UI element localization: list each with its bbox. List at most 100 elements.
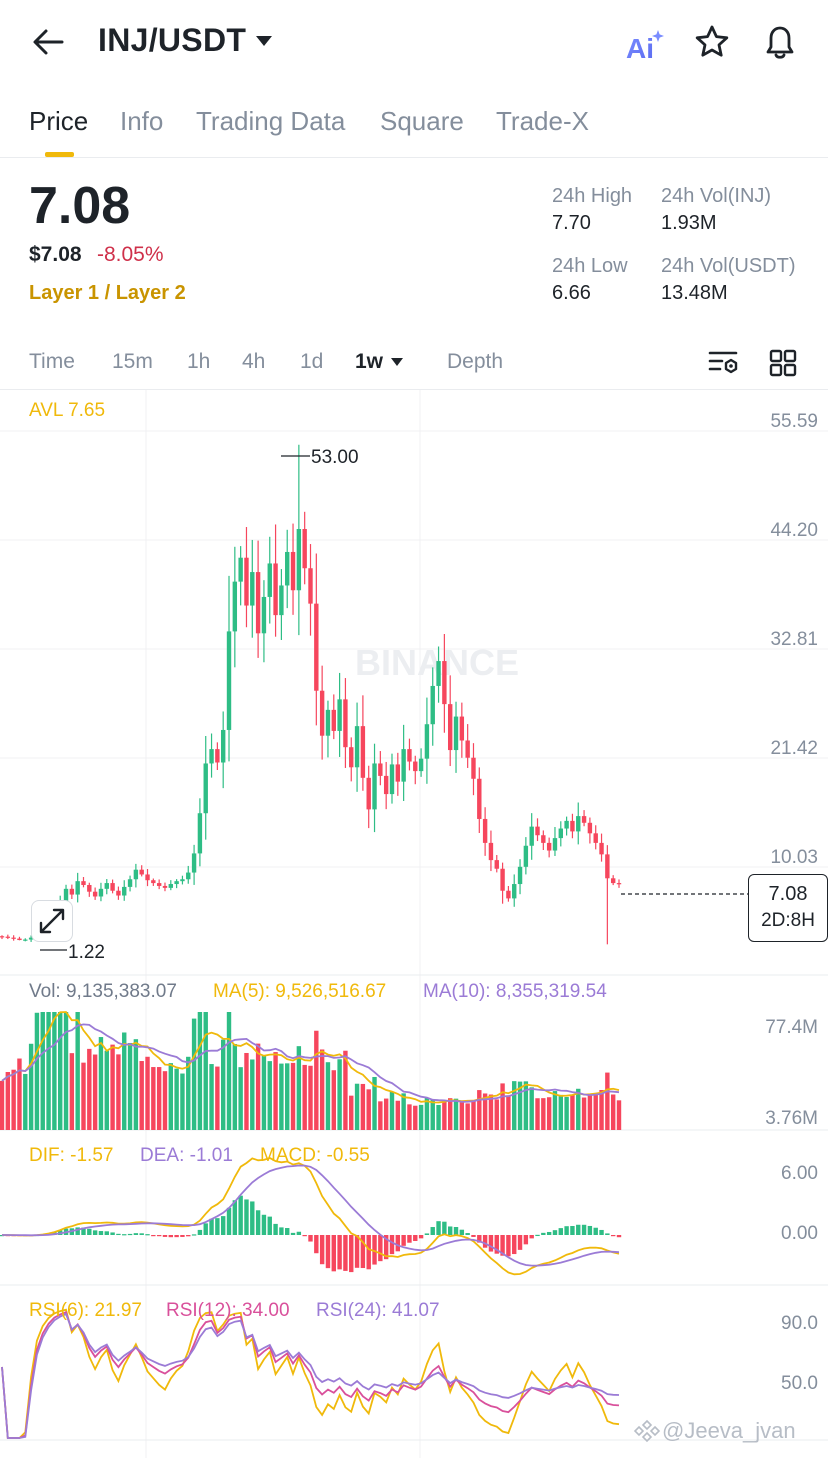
candle-body	[331, 709, 336, 731]
volume-bar	[58, 1012, 63, 1130]
macd-bar	[122, 1234, 127, 1236]
volume-bar	[255, 1043, 261, 1130]
candle-body	[81, 881, 86, 885]
caret-down-icon	[256, 35, 273, 46]
volume-bar	[63, 1012, 69, 1130]
interval-time[interactable]: Time	[29, 350, 75, 373]
macd-bar	[570, 1226, 575, 1235]
favorite-button[interactable]	[692, 22, 732, 62]
interval-1d[interactable]: 1d	[300, 350, 324, 373]
volume-label: Vol: 9,135,383.07	[29, 981, 177, 1002]
candle-body	[191, 853, 197, 873]
interval-bar: Time 15m 1h 4h 1d 1w Depth	[0, 336, 828, 390]
tab-square[interactable]: Square	[380, 106, 464, 136]
macd-bar	[331, 1235, 336, 1272]
macd-bar	[610, 1235, 616, 1237]
interval-15m[interactable]: 15m	[112, 350, 153, 373]
kline-chart[interactable]: BINANCE AVL 7.65 55.59 44.20 32.81 21.42…	[0, 390, 828, 1458]
volume-ma5-label: MA(5): 9,526,516.67	[213, 981, 386, 1002]
macd-bar	[395, 1235, 401, 1252]
macd-bar	[366, 1235, 371, 1270]
layout-grid-button[interactable]	[768, 348, 798, 378]
volume-bar	[92, 1054, 98, 1130]
category-tag[interactable]: Layer 1 / Layer 2	[29, 282, 186, 304]
candle-body	[197, 813, 203, 854]
volume-bar	[482, 1093, 488, 1130]
macd-bar	[302, 1235, 307, 1237]
candle-body	[599, 842, 604, 855]
volume-bar	[162, 1071, 168, 1130]
tab-price[interactable]: Price	[29, 106, 89, 136]
candle-body	[546, 842, 552, 851]
volume-bar	[197, 1012, 203, 1130]
ai-button[interactable]: Ai	[624, 26, 668, 66]
caret-down-icon	[391, 358, 404, 366]
volume-bar	[75, 1012, 80, 1130]
price-change: -8.05%	[97, 243, 164, 266]
price-axis-label: 32.81	[770, 629, 818, 650]
volume-axis-label: 3.76M	[765, 1108, 818, 1129]
volume-bar	[453, 1098, 459, 1130]
candle-body	[581, 816, 587, 823]
volume-bar	[17, 1058, 22, 1130]
tab-info[interactable]: Info	[120, 106, 164, 136]
macd-bar	[360, 1235, 366, 1269]
tab-trading-data[interactable]: Trading Data	[196, 106, 346, 136]
candle-body	[232, 581, 238, 632]
candle-body	[273, 563, 278, 616]
platform-logo-icon	[633, 1419, 661, 1443]
bell-icon	[766, 26, 794, 59]
candle-body	[215, 749, 220, 763]
volume-bar	[529, 1087, 534, 1130]
watermark-text: @Jeeva_jvan	[662, 1418, 796, 1443]
candle-body	[28, 937, 34, 940]
volume-bar	[337, 1059, 342, 1130]
macd-bar	[616, 1235, 622, 1238]
vol-quote-value: 13.48M	[661, 282, 728, 304]
candle-body	[570, 820, 575, 832]
price-alert-button[interactable]	[760, 22, 800, 62]
low-label: 24h Low	[552, 255, 628, 277]
tab-trade-x[interactable]: Trade-X	[496, 106, 589, 136]
macd-bar	[267, 1216, 272, 1235]
avl-label: AVL 7.65	[29, 400, 105, 421]
candle-body	[395, 764, 401, 782]
candle-body	[325, 709, 331, 736]
macd-bar	[226, 1207, 232, 1235]
macd-bar	[389, 1235, 395, 1255]
volume-bar	[98, 1037, 104, 1130]
volume-bar	[52, 1012, 57, 1130]
rsi24-label: RSI(24): 41.07	[316, 1300, 440, 1321]
fullscreen-button[interactable]	[31, 900, 73, 942]
rsi12-line	[1, 1311, 620, 1439]
volume-bar	[488, 1094, 494, 1130]
volume-bar	[465, 1103, 470, 1130]
pair-name: INJ/USDT	[98, 22, 247, 58]
macd-value-label: MACD: -0.55	[260, 1145, 370, 1166]
candle-body	[302, 529, 307, 569]
volume-bar	[174, 1068, 179, 1130]
macd-bar	[220, 1216, 226, 1235]
macd-bar	[290, 1232, 296, 1235]
macd-bar	[500, 1235, 505, 1256]
interval-depth[interactable]: Depth	[447, 350, 504, 373]
interval-1w[interactable]: 1w	[355, 350, 404, 374]
back-button[interactable]	[28, 24, 68, 64]
candle-body	[17, 938, 22, 941]
volume-bar	[558, 1094, 563, 1130]
candle-body	[500, 868, 505, 891]
interval-1h[interactable]: 1h	[187, 350, 211, 373]
macd-bar	[372, 1235, 377, 1265]
candle-body	[156, 883, 162, 886]
macd-bar	[308, 1235, 313, 1242]
macd-bar	[145, 1234, 150, 1236]
candle-body	[407, 749, 412, 762]
pair-selector[interactable]: INJ/USDT	[98, 22, 273, 59]
volume-bar	[238, 1067, 243, 1130]
interval-4h[interactable]: 4h	[242, 350, 266, 373]
vol-base-label: 24h Vol(INJ)	[661, 185, 772, 207]
interval-1w-label: 1w	[355, 350, 384, 373]
rsi24-line	[1, 1312, 620, 1439]
chart-settings-button[interactable]	[706, 348, 740, 378]
candle-body	[23, 939, 28, 941]
